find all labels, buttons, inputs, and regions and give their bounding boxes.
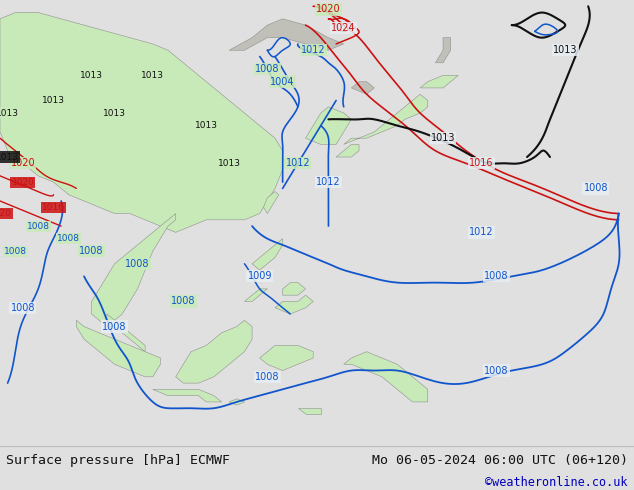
Text: 1008: 1008 <box>79 246 104 256</box>
Polygon shape <box>283 283 306 295</box>
Text: 1012: 1012 <box>285 158 310 168</box>
Text: 1013: 1013 <box>553 45 578 55</box>
Polygon shape <box>336 145 359 157</box>
Polygon shape <box>275 295 313 314</box>
Text: 1008: 1008 <box>102 321 127 332</box>
Text: 1009: 1009 <box>247 271 272 281</box>
Text: 1008: 1008 <box>171 296 195 306</box>
Text: 1008: 1008 <box>484 271 508 281</box>
Polygon shape <box>436 38 451 63</box>
Polygon shape <box>153 390 221 402</box>
Polygon shape <box>351 82 374 94</box>
Text: 1012: 1012 <box>301 45 325 55</box>
Text: 1012: 1012 <box>316 177 340 187</box>
Polygon shape <box>252 239 283 270</box>
Text: 1008: 1008 <box>57 234 81 243</box>
Text: 1008: 1008 <box>126 259 150 269</box>
Text: 1008: 1008 <box>583 183 608 194</box>
Polygon shape <box>176 320 252 383</box>
Text: 1024: 1024 <box>332 23 356 33</box>
Text: 1013: 1013 <box>0 109 19 118</box>
Polygon shape <box>344 352 428 402</box>
Text: 1004: 1004 <box>270 76 295 87</box>
Polygon shape <box>420 75 458 88</box>
Text: 1008: 1008 <box>255 372 280 382</box>
Text: 1013: 1013 <box>0 152 19 162</box>
Text: 1016: 1016 <box>42 203 65 212</box>
Text: 1008: 1008 <box>27 221 49 231</box>
Text: 1008: 1008 <box>255 64 280 74</box>
Text: 1013: 1013 <box>141 71 164 80</box>
Text: 1013: 1013 <box>103 109 126 118</box>
Polygon shape <box>264 192 279 214</box>
Text: Mo 06-05-2024 06:00 UTC (06+120): Mo 06-05-2024 06:00 UTC (06+120) <box>372 454 628 466</box>
Text: 1013: 1013 <box>42 96 65 105</box>
Text: 1008: 1008 <box>11 303 35 313</box>
Polygon shape <box>92 214 176 326</box>
Polygon shape <box>229 19 344 50</box>
Text: 1008: 1008 <box>484 366 508 375</box>
Polygon shape <box>76 320 160 377</box>
Polygon shape <box>260 345 313 370</box>
Text: 1013: 1013 <box>430 133 455 143</box>
Text: 1012: 1012 <box>469 227 493 237</box>
Text: 1020: 1020 <box>11 158 36 168</box>
Polygon shape <box>344 94 428 145</box>
Polygon shape <box>0 13 283 232</box>
Text: 1013: 1013 <box>195 121 217 130</box>
Polygon shape <box>298 408 321 415</box>
Text: 1013: 1013 <box>80 71 103 80</box>
Text: 1008: 1008 <box>4 246 27 256</box>
Text: 1020: 1020 <box>0 209 11 218</box>
Text: ©weatheronline.co.uk: ©weatheronline.co.uk <box>485 476 628 489</box>
Text: 1020: 1020 <box>11 178 34 187</box>
Text: Surface pressure [hPa] ECMWF: Surface pressure [hPa] ECMWF <box>6 454 230 466</box>
Polygon shape <box>107 314 145 352</box>
Polygon shape <box>245 289 268 301</box>
Polygon shape <box>306 107 351 145</box>
Text: 1016: 1016 <box>469 158 493 168</box>
Text: 1013: 1013 <box>217 159 241 168</box>
Text: 1020: 1020 <box>316 4 340 14</box>
Polygon shape <box>229 399 245 405</box>
